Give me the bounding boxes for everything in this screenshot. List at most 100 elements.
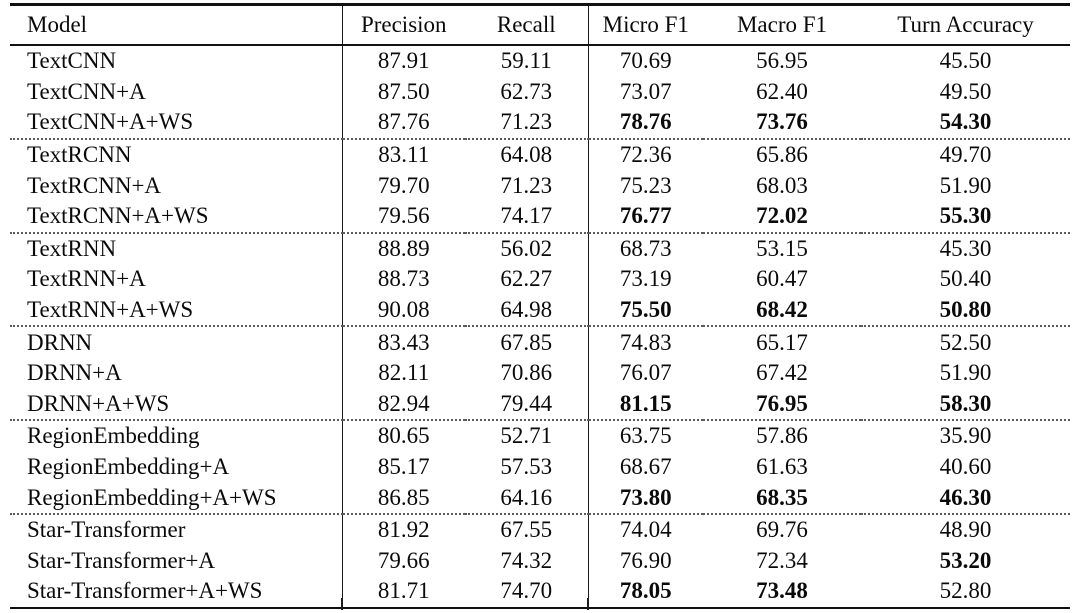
precision-cell: 79.56: [377, 203, 430, 229]
precision-cell: 87.76: [377, 109, 430, 135]
model-cell: RegionEmbedding: [10, 419, 343, 452]
macro-f1-cell: 72.02: [756, 203, 808, 229]
precision-cell: 86.85: [377, 484, 430, 510]
micro-f1-cell: 73.19: [619, 266, 672, 292]
micro-f1-cell: 76.90: [619, 547, 672, 573]
precision-cell: 90.08: [377, 297, 430, 323]
precision-cell: 88.73: [377, 266, 430, 292]
precision-cell: 82.94: [377, 390, 430, 416]
table-row: TextCNN+A 87.50 62.73 73.07 62.40 49.50: [10, 76, 1070, 108]
model-cell: DRNN+A+WS: [10, 388, 343, 421]
turn-accuracy-cell: 53.20: [939, 547, 992, 573]
model-cell: TextCNN: [10, 45, 343, 77]
model-cell: TextRCNN+A: [10, 170, 343, 201]
macro-f1-cell: 72.34: [756, 547, 808, 573]
model-cell: TextRNN+A: [10, 264, 343, 295]
turn-accuracy-cell: 58.30: [939, 390, 992, 416]
macro-f1-cell: 67.42: [756, 360, 808, 386]
precision-cell: 80.65: [342, 419, 465, 452]
recall-cell: 71.23: [465, 170, 589, 201]
recall-cell: 79.44: [465, 388, 589, 421]
precision-cell: 87.91: [377, 48, 430, 74]
precision-cell: 81.71: [377, 578, 430, 604]
macro-f1-cell: 60.47: [756, 266, 808, 292]
model-cell: TextRCNN: [10, 137, 343, 171]
turn-accuracy-cell: 50.80: [939, 297, 992, 323]
model-cell: RegionEmbedding+A: [10, 451, 343, 483]
macro-f1-cell: 56.95: [756, 48, 808, 74]
macro-f1-cell: 62.40: [756, 78, 808, 104]
recall-cell: 52.71: [465, 419, 589, 452]
table-row: TextRCNN 83.11 64.08 72.36 65.86 49.70: [10, 137, 1070, 171]
table-row: TextRNN+A+WS 90.08 64.98 75.50 68.42 50.80: [10, 294, 1070, 327]
table-row: DRNN+A 82.11 70.86 76.07 67.42 51.90: [10, 357, 1070, 389]
recall-cell: 62.27: [465, 264, 589, 295]
column-header-micro-f1: Micro F1: [588, 4, 703, 46]
micro-f1-cell: 73.07: [619, 78, 672, 104]
table-row: DRNN 83.43 67.85 74.83 65.17 52.50: [10, 325, 1070, 358]
results-table: Model Precision Recall Micro F1 Macro F1…: [10, 3, 1070, 609]
turn-accuracy-cell: 51.90: [939, 172, 992, 198]
recall-cell: 70.86: [465, 357, 589, 389]
column-header-precision: Precision: [342, 4, 465, 46]
model-cell: Star-Transformer+A+WS: [10, 576, 343, 608]
table-row: Star-Transformer 81.92 67.55 74.04 69.76 48.9…: [10, 512, 1070, 546]
recall-cell: 74.32: [465, 545, 589, 577]
micro-f1-cell: 78.05: [619, 578, 672, 604]
macro-f1-cell: 69.76: [703, 512, 861, 546]
turn-accuracy-cell: 52.50: [861, 325, 1070, 358]
recall-cell: 64.98: [465, 294, 589, 327]
model-cell: DRNN+A: [10, 357, 343, 389]
model-cell: TextCNN+A: [10, 76, 343, 108]
recall-cell: 64.16: [465, 482, 589, 514]
micro-f1-cell: 74.83: [588, 325, 703, 358]
turn-accuracy-cell: 51.90: [939, 360, 992, 386]
model-cell: TextRCNN+A+WS: [10, 200, 343, 233]
macro-f1-cell: 65.17: [703, 325, 861, 358]
macro-f1-cell: 68.35: [756, 484, 808, 510]
turn-accuracy-cell: 45.30: [861, 231, 1070, 265]
recall-cell: 67.85: [465, 325, 589, 358]
table-row: TextRCNN+A+WS 79.56 74.17 76.77 72.02 55.30: [10, 200, 1070, 233]
micro-f1-cell: 76.07: [619, 360, 672, 386]
table-row: RegionEmbedding+A+WS 86.85 64.16 73.80 68.35…: [10, 482, 1070, 514]
precision-cell: 83.11: [342, 137, 465, 171]
table-row: Star-Transformer+A 79.66 74.32 76.90 72.34 53…: [10, 545, 1070, 577]
recall-cell: 56.02: [465, 231, 589, 265]
micro-f1-cell: 76.77: [619, 203, 672, 229]
macro-f1-cell: 57.86: [703, 419, 861, 452]
table-row: Star-Transformer+A+WS 81.71 74.70 78.05 73.4…: [10, 576, 1070, 608]
model-cell: Star-Transformer: [10, 512, 343, 546]
precision-cell: 88.89: [342, 231, 465, 265]
micro-f1-cell: 75.50: [619, 297, 672, 323]
turn-accuracy-cell: 55.30: [939, 203, 992, 229]
recall-cell: 62.73: [465, 76, 589, 108]
vertical-rule-overhang-left: [341, 598, 343, 610]
turn-accuracy-cell: 54.30: [939, 109, 992, 135]
macro-f1-cell: 73.48: [756, 578, 808, 604]
table-row: TextRNN 88.89 56.02 68.73 53.15 45.30: [10, 231, 1070, 265]
precision-cell: 82.11: [378, 360, 430, 386]
column-header-turn-accuracy: Turn Accuracy: [861, 4, 1070, 46]
micro-f1-cell: 63.75: [588, 419, 703, 452]
recall-cell: 71.23: [465, 107, 589, 139]
turn-accuracy-cell: 45.50: [939, 48, 992, 74]
model-cell: Star-Transformer+A: [10, 545, 343, 577]
turn-accuracy-cell: 46.30: [939, 484, 992, 510]
macro-f1-cell: 76.95: [756, 390, 808, 416]
turn-accuracy-cell: 40.60: [939, 454, 992, 480]
macro-f1-cell: 65.86: [703, 137, 861, 171]
micro-f1-cell: 73.80: [619, 484, 672, 510]
micro-f1-cell: 81.15: [619, 390, 672, 416]
precision-cell: 85.17: [377, 454, 430, 480]
micro-f1-cell: 68.73: [588, 231, 703, 265]
micro-f1-cell: 75.23: [619, 172, 672, 198]
turn-accuracy-cell: 50.40: [939, 266, 992, 292]
macro-f1-cell: 73.76: [756, 109, 808, 135]
turn-accuracy-cell: 48.90: [861, 512, 1070, 546]
macro-f1-cell: 61.63: [756, 454, 808, 480]
recall-cell: 74.70: [465, 576, 589, 608]
recall-cell: 57.53: [465, 451, 589, 483]
results-table-body: TextCNN 87.91 59.11 70.69 56.95 45.50 TextCNN+…: [10, 45, 1070, 608]
